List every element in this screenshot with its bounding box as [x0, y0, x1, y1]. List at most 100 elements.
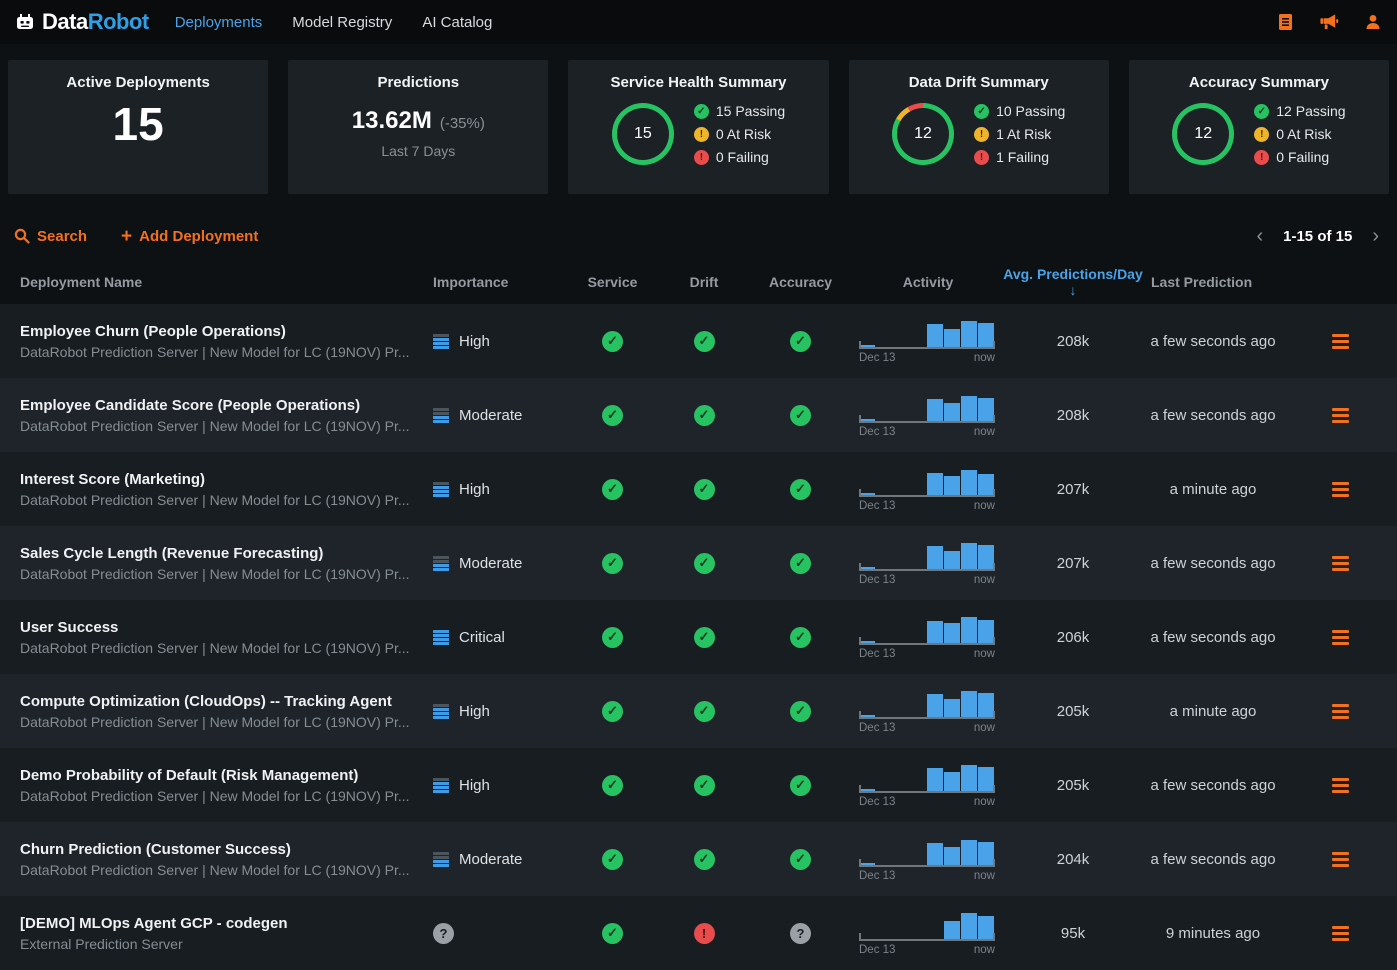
activity-axis-labels: Dec 13now — [859, 500, 995, 512]
card-accuracy-summary: Accuracy Summary 12 ✓12 Passing !0 At Ri… — [1129, 60, 1389, 194]
prev-page-icon[interactable]: ‹ — [1252, 226, 1267, 246]
service-status-icon: ✓ — [602, 331, 623, 352]
sort-descending-icon: ↓ — [1070, 282, 1077, 298]
table-row[interactable]: User SuccessDataRobot Prediction Server … — [0, 600, 1397, 674]
search-button[interactable]: Search — [14, 228, 87, 245]
activity-end-label: now — [974, 722, 995, 734]
last-prediction-value: a few seconds ago — [1143, 851, 1283, 868]
top-nav: DataRobot Deployments Model Registry AI … — [0, 0, 1397, 44]
activity-sparkline: Dec 13now — [859, 393, 995, 438]
last-prediction-value: a few seconds ago — [1143, 407, 1283, 424]
datarobot-logo[interactable]: DataRobot — [14, 9, 149, 35]
table-row[interactable]: Demo Probability of Default (Risk Manage… — [0, 748, 1397, 822]
drift-status-icon: ✓ — [694, 553, 715, 574]
importance-bars-icon — [433, 704, 449, 719]
importance-label: High — [459, 703, 490, 720]
docs-icon[interactable] — [1275, 12, 1295, 32]
header-service[interactable]: Service — [565, 274, 660, 290]
importance-bars-icon — [433, 408, 449, 423]
row-actions-menu-icon[interactable] — [1332, 334, 1349, 349]
profile-icon[interactable] — [1363, 12, 1383, 32]
drift-status-icon: ✓ — [694, 849, 715, 870]
importance-label: High — [459, 777, 490, 794]
deployment-name: Churn Prediction (Customer Success) — [20, 841, 410, 858]
robot-icon — [14, 12, 36, 32]
row-actions-menu-icon[interactable] — [1332, 926, 1349, 941]
avg-predictions-value: 208k — [1003, 333, 1143, 350]
nav-item-ai-catalog[interactable]: AI Catalog — [422, 14, 492, 31]
drift-status-icon: ✓ — [694, 331, 715, 352]
at-risk-warning-icon: ! — [974, 127, 989, 142]
accuracy-status-icon: ✓ — [790, 479, 811, 500]
row-actions-menu-icon[interactable] — [1332, 408, 1349, 423]
importance-cell: High — [410, 703, 565, 720]
last-prediction-value: a few seconds ago — [1143, 333, 1283, 350]
header-drift[interactable]: Drift — [660, 274, 748, 290]
search-icon — [14, 228, 30, 244]
row-actions-menu-icon[interactable] — [1332, 852, 1349, 867]
activity-end-label: now — [974, 870, 995, 882]
megaphone-icon[interactable] — [1319, 12, 1339, 32]
nav-item-model-registry[interactable]: Model Registry — [292, 14, 392, 31]
card-title: Predictions — [377, 74, 459, 91]
table-row[interactable]: Churn Prediction (Customer Success)DataR… — [0, 822, 1397, 896]
header-avg-predictions-sorted[interactable]: Avg. Predictions/Day ↓ — [1003, 266, 1143, 298]
importance-cell: High — [410, 777, 565, 794]
predictions-delta: (-35%) — [440, 115, 485, 132]
avg-predictions-value: 204k — [1003, 851, 1143, 868]
importance-cell: High — [410, 333, 565, 350]
activity-start-label: Dec 13 — [859, 352, 895, 364]
importance-cell: ? — [410, 923, 565, 944]
row-actions-menu-icon[interactable] — [1332, 482, 1349, 497]
importance-cell: Moderate — [410, 555, 565, 572]
accuracy-status-icon: ✓ — [790, 775, 811, 796]
table-row[interactable]: Compute Optimization (CloudOps) -- Track… — [0, 674, 1397, 748]
passing-check-icon: ✓ — [694, 104, 709, 119]
table-row[interactable]: [DEMO] MLOps Agent GCP - codegenExternal… — [0, 896, 1397, 970]
header-accuracy[interactable]: Accuracy — [748, 274, 853, 290]
failing-alert-icon: ! — [974, 150, 989, 165]
header-activity[interactable]: Activity — [853, 274, 1003, 290]
table-row[interactable]: Employee Churn (People Operations)DataRo… — [0, 304, 1397, 378]
activity-sparkline: Dec 13now — [859, 615, 995, 660]
header-last-prediction[interactable]: Last Prediction — [1143, 274, 1283, 290]
next-page-icon[interactable]: › — [1368, 226, 1383, 246]
table-toolbar: Search + Add Deployment ‹ 1-15 of 15 › — [0, 218, 1397, 260]
avg-predictions-value: 205k — [1003, 777, 1143, 794]
table-row[interactable]: Employee Candidate Score (People Operati… — [0, 378, 1397, 452]
donut-total: 15 — [617, 108, 669, 160]
activity-sparkline: Dec 13now — [859, 467, 995, 512]
activity-start-label: Dec 13 — [859, 722, 895, 734]
accuracy-status-icon: ? — [790, 923, 811, 944]
card-data-drift-summary: Data Drift Summary 12 ✓10 Passing !1 At … — [849, 60, 1109, 194]
header-deployment-name[interactable]: Deployment Name — [0, 274, 410, 290]
activity-end-label: now — [974, 944, 995, 956]
deployment-name: [DEMO] MLOps Agent GCP - codegen — [20, 915, 410, 932]
table-row[interactable]: Interest Score (Marketing)DataRobot Pred… — [0, 452, 1397, 526]
deployment-subtitle: DataRobot Prediction Server | New Model … — [20, 492, 410, 508]
at-risk-label: 1 At Risk — [996, 126, 1051, 142]
row-actions-menu-icon[interactable] — [1332, 704, 1349, 719]
card-service-health-summary: Service Health Summary 15 ✓15 Passing !0… — [568, 60, 828, 194]
passing-label: 12 Passing — [1276, 103, 1345, 119]
activity-bars — [859, 541, 995, 571]
deployment-name-cell: Sales Cycle Length (Revenue Forecasting)… — [0, 545, 410, 582]
importance-label: Moderate — [459, 407, 522, 424]
nav-item-deployments[interactable]: Deployments — [175, 14, 263, 31]
avg-predictions-value: 207k — [1003, 481, 1143, 498]
row-actions-menu-icon[interactable] — [1332, 778, 1349, 793]
data-drift-donut: 12 — [892, 103, 954, 165]
header-importance[interactable]: Importance — [410, 274, 565, 290]
service-status-icon: ✓ — [602, 553, 623, 574]
row-actions-menu-icon[interactable] — [1332, 556, 1349, 571]
table-row[interactable]: Sales Cycle Length (Revenue Forecasting)… — [0, 526, 1397, 600]
last-prediction-value: a few seconds ago — [1143, 629, 1283, 646]
card-active-deployments: Active Deployments 15 — [8, 60, 268, 194]
row-actions-menu-icon[interactable] — [1332, 630, 1349, 645]
activity-end-label: now — [974, 500, 995, 512]
importance-cell: Moderate — [410, 851, 565, 868]
drift-status-icon: ✓ — [694, 479, 715, 500]
activity-axis-labels: Dec 13now — [859, 796, 995, 808]
activity-bars — [859, 615, 995, 645]
add-deployment-button[interactable]: + Add Deployment — [121, 227, 258, 246]
